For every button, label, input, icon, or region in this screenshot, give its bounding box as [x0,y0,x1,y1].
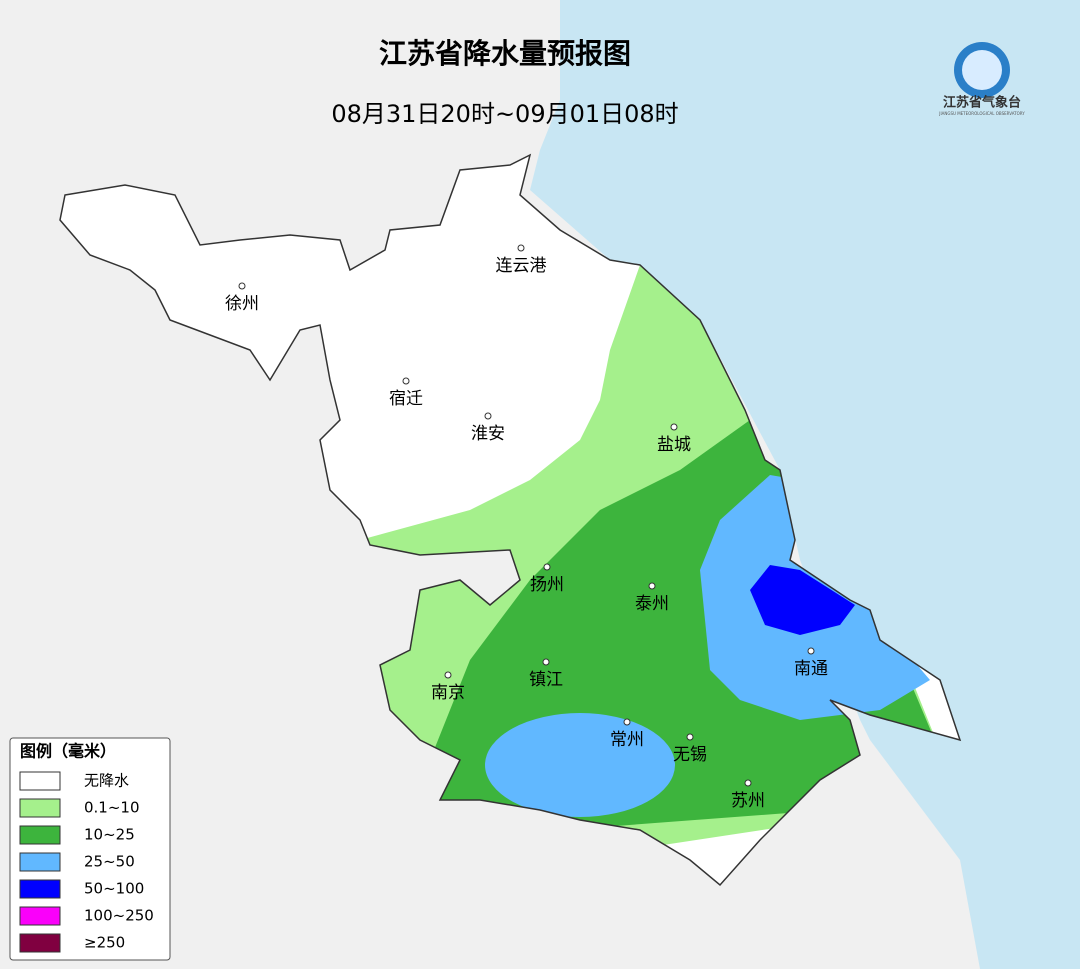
city-label: 泰州 [635,594,669,614]
city-label: 苏州 [731,791,765,811]
legend-label: ≥250 [84,934,125,952]
city-dot [542,658,550,666]
legend-label: 0.1~10 [84,799,140,817]
logo-name: 江苏省气象台 [943,95,1021,111]
city-label: 淮安 [471,424,505,444]
legend-title: 图例（毫米） [20,742,116,761]
city-label: 宿迁 [389,389,423,409]
city-dot [444,671,452,679]
title: 江苏省降水量预报图 [379,37,631,70]
legend-label: 25~50 [84,853,135,871]
legend-label: 50~100 [84,880,144,898]
legend-box [9,737,171,961]
city-label: 盐城 [657,435,691,455]
city-label: 徐州 [225,294,259,314]
city-dot [402,377,410,385]
legend-swatch [19,798,61,818]
city-label: 南通 [794,659,828,679]
city-label: 连云港 [496,256,547,276]
city-label: 无锡 [673,745,707,765]
legend-label: 100~250 [84,907,154,925]
legend-swatch [19,906,61,926]
city-dot [543,563,551,571]
city-dot [484,412,492,420]
city-dot [238,282,246,290]
legend-swatch [19,771,61,791]
legend-swatch [19,933,61,953]
legend-items: 无降水 0.1~10 10~25 25~50 50~100 100~250 ≥250 [19,771,154,953]
logo-english: JIANGSU METEOROLOGICAL OBSERVATORY [938,111,1025,116]
region-heavy [485,713,675,817]
city-label: 南京 [431,683,465,703]
city-dot [670,423,678,431]
city-dot [807,647,815,655]
logo-badge-inner [962,50,1002,90]
subtitle: 08月31日20时~09月01日08时 [331,100,678,128]
city-label: 扬州 [530,575,564,595]
city-dot [623,718,631,726]
region-rainstorm [750,565,855,635]
city-dot [686,733,694,741]
city-dot [648,582,656,590]
legend-swatch [19,825,61,845]
city-label: 镇江 [529,670,563,690]
city-dot [517,244,525,252]
legend-label: 10~25 [84,826,135,844]
legend-swatch [19,879,61,899]
city-label: 常州 [610,730,644,750]
legend-swatch [19,852,61,872]
legend-label: 无降水 [84,772,129,790]
city-dot [744,779,752,787]
